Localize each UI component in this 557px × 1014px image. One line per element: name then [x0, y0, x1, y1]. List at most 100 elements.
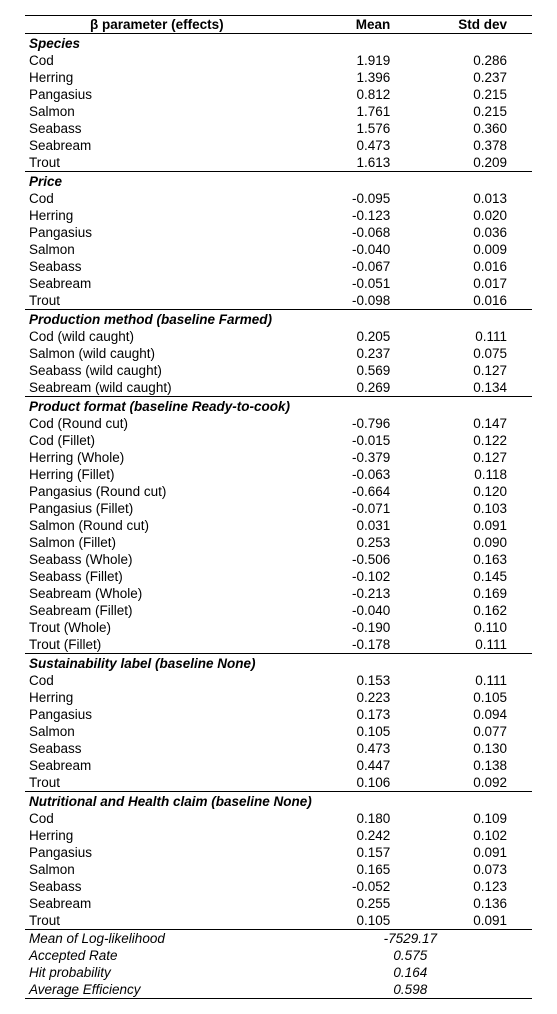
table-row: Herring (Whole)-0.3790.127	[25, 449, 532, 466]
section-header: Price	[25, 172, 532, 191]
row-mean: -0.052	[289, 878, 411, 895]
row-std: 0.118	[410, 466, 532, 483]
row-mean: -0.123	[289, 207, 411, 224]
footer-label: Hit probability	[25, 964, 289, 981]
table-row: Cod (wild caught)0.2050.111	[25, 328, 532, 345]
table-row: Herring (Fillet)-0.0630.118	[25, 466, 532, 483]
row-label: Herring	[25, 689, 289, 706]
row-mean: 0.473	[289, 137, 411, 154]
footer-label: Average Efficiency	[25, 981, 289, 999]
row-std: 0.091	[410, 912, 532, 930]
row-label: Salmon (wild caught)	[25, 345, 289, 362]
table-row: Pangasius-0.0680.036	[25, 224, 532, 241]
row-std: 0.138	[410, 757, 532, 774]
row-std: 0.013	[410, 190, 532, 207]
row-std: 0.215	[410, 103, 532, 120]
footer-value: 0.575	[289, 947, 532, 964]
table-row: Seabream (wild caught)0.2690.134	[25, 379, 532, 397]
table-row: Seabass (Whole)-0.5060.163	[25, 551, 532, 568]
row-mean: 0.105	[289, 723, 411, 740]
row-mean: 0.153	[289, 672, 411, 689]
table-row: Seabream-0.0510.017	[25, 275, 532, 292]
row-label: Seabream	[25, 757, 289, 774]
row-mean: 0.105	[289, 912, 411, 930]
row-std: 0.209	[410, 154, 532, 172]
table-row: Herring-0.1230.020	[25, 207, 532, 224]
row-label: Salmon	[25, 861, 289, 878]
section-title: Product format (baseline Ready-to-cook)	[25, 397, 532, 416]
row-std: 0.094	[410, 706, 532, 723]
row-mean: 1.919	[289, 52, 411, 69]
table-row: Herring0.2420.102	[25, 827, 532, 844]
row-label: Trout (Whole)	[25, 619, 289, 636]
table-row: Pangasius (Fillet)-0.0710.103	[25, 500, 532, 517]
row-mean: 0.173	[289, 706, 411, 723]
table-row: Pangasius0.1730.094	[25, 706, 532, 723]
row-mean: 0.812	[289, 86, 411, 103]
footer-row: Accepted Rate0.575	[25, 947, 532, 964]
row-label: Pangasius (Fillet)	[25, 500, 289, 517]
table-row: Trout0.1050.091	[25, 912, 532, 930]
row-label: Trout	[25, 292, 289, 310]
row-std: 0.122	[410, 432, 532, 449]
row-label: Cod	[25, 810, 289, 827]
row-label: Seabream (wild caught)	[25, 379, 289, 397]
table-row: Salmon0.1050.077	[25, 723, 532, 740]
row-label: Trout	[25, 154, 289, 172]
footer-row: Average Efficiency0.598	[25, 981, 532, 999]
table-row: Cod0.1530.111	[25, 672, 532, 689]
row-std: 0.111	[410, 328, 532, 345]
section-title: Sustainability label (baseline None)	[25, 654, 532, 673]
row-std: 0.378	[410, 137, 532, 154]
row-label: Pangasius	[25, 844, 289, 861]
row-label: Trout	[25, 774, 289, 792]
row-mean: -0.015	[289, 432, 411, 449]
row-std: 0.102	[410, 827, 532, 844]
table-row: Salmon0.1650.073	[25, 861, 532, 878]
section-header: Sustainability label (baseline None)	[25, 654, 532, 673]
row-mean: -0.040	[289, 602, 411, 619]
row-label: Trout (Fillet)	[25, 636, 289, 654]
row-std: 0.109	[410, 810, 532, 827]
row-mean: -0.068	[289, 224, 411, 241]
row-mean: -0.098	[289, 292, 411, 310]
row-mean: -0.506	[289, 551, 411, 568]
section-header: Production method (baseline Farmed)	[25, 310, 532, 329]
row-label: Herring (Whole)	[25, 449, 289, 466]
row-mean: 0.253	[289, 534, 411, 551]
row-std: 0.009	[410, 241, 532, 258]
row-mean: 0.157	[289, 844, 411, 861]
row-std: 0.360	[410, 120, 532, 137]
row-mean: -0.102	[289, 568, 411, 585]
section-title: Price	[25, 172, 532, 191]
col-header-mean: Mean	[289, 16, 411, 34]
row-std: 0.123	[410, 878, 532, 895]
row-label: Seabass (Fillet)	[25, 568, 289, 585]
row-std: 0.127	[410, 362, 532, 379]
table-row: Herring0.2230.105	[25, 689, 532, 706]
row-std: 0.215	[410, 86, 532, 103]
row-std: 0.110	[410, 619, 532, 636]
section-header: Species	[25, 34, 532, 53]
section-title: Production method (baseline Farmed)	[25, 310, 532, 329]
table-row: Cod-0.0950.013	[25, 190, 532, 207]
row-label: Herring	[25, 69, 289, 86]
row-mean: -0.796	[289, 415, 411, 432]
row-mean: 0.473	[289, 740, 411, 757]
row-mean: -0.071	[289, 500, 411, 517]
row-label: Cod	[25, 672, 289, 689]
row-mean: -0.178	[289, 636, 411, 654]
row-std: 0.017	[410, 275, 532, 292]
row-mean: 0.242	[289, 827, 411, 844]
column-header-row: β parameter (effects) Mean Std dev	[25, 16, 532, 34]
row-std: 0.073	[410, 861, 532, 878]
table-row: Cod (Fillet)-0.0150.122	[25, 432, 532, 449]
row-mean: 0.180	[289, 810, 411, 827]
row-std: 0.127	[410, 449, 532, 466]
row-std: 0.105	[410, 689, 532, 706]
row-label: Salmon	[25, 103, 289, 120]
footer-row: Hit probability0.164	[25, 964, 532, 981]
parameters-table: β parameter (effects) Mean Std dev Speci…	[25, 15, 532, 999]
row-std: 0.147	[410, 415, 532, 432]
row-label: Seabass	[25, 258, 289, 275]
